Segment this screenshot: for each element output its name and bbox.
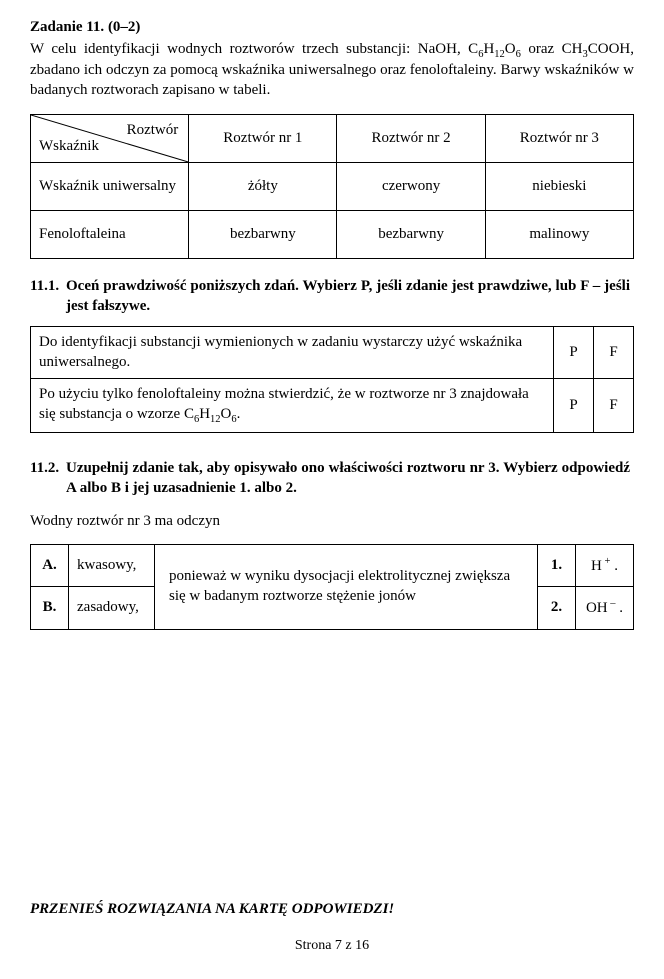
choice-p[interactable]: P [554,327,594,379]
row-label: Fenoloftaleina [31,211,189,259]
question-text: Uzupełnij zdanie tak, aby opisywało ono … [66,459,630,498]
diag-bottom-label: Wskaźnik [39,137,99,157]
col-header: Roztwór nr 2 [337,115,485,163]
choice-f[interactable]: F [594,379,634,433]
table-cell: bezbarwny [189,211,337,259]
choice-2-label[interactable]: 2. [538,587,576,630]
spacer [30,630,634,900]
question-number: 11.1. [30,277,66,297]
table-cell: niebieski [485,163,633,211]
choice-1-label[interactable]: 1. [538,544,576,587]
table-cell: żółty [189,163,337,211]
table-cell: malinowy [485,211,633,259]
row-label: Wskaźnik uniwersalny [31,163,189,211]
ion-2: OH – . [576,587,634,630]
choice-p[interactable]: P [554,379,594,433]
question-text: Oceń prawdziwość poniższych zdań. Wybier… [66,277,630,316]
choice-a-text: kwasowy, [69,544,155,587]
question-11-1-title: 11.1.Oceń prawdziwość poniższych zdań. W… [30,277,634,316]
reason-text: ponieważ w wyniku dysocjacji elektrolity… [155,544,538,629]
question-11-2-title: 11.2.Uzupełnij zdanie tak, aby opisywało… [30,459,634,498]
true-false-table: Do identyfikacji substancji wymienionych… [30,326,634,433]
choice-a-label[interactable]: A. [31,544,69,587]
statement-cell: Po użyciu tylko fenoloftaleiny można stw… [31,379,554,433]
page-number: Strona 7 z 16 [30,937,634,955]
task-label: Zadanie 11. [30,19,104,35]
col-header: Roztwór nr 3 [485,115,633,163]
task-points: (0–2) [108,19,141,35]
task-intro: W celu identyfikacji wodnych roztworów t… [30,40,634,101]
indicator-table: Roztwór Wskaźnik Roztwór nr 1 Roztwór nr… [30,114,634,259]
ion-1: H + . [576,544,634,587]
question-number: 11.2. [30,459,66,479]
statement-cell: Do identyfikacji substancji wymienionych… [31,327,554,379]
lead-sentence: Wodny roztwór nr 3 ma odczyn [30,512,634,532]
diagonal-header-cell: Roztwór Wskaźnik [31,115,189,163]
col-header: Roztwór nr 1 [189,115,337,163]
answer-table: A. kwasowy, ponieważ w wyniku dysocjacji… [30,544,634,630]
table-cell: czerwony [337,163,485,211]
choice-b-text: zasadowy, [69,587,155,630]
diag-top-label: Roztwór [127,121,179,141]
table-cell: bezbarwny [337,211,485,259]
choice-f[interactable]: F [594,327,634,379]
choice-b-label[interactable]: B. [31,587,69,630]
task-header: Zadanie 11. (0–2) [30,18,634,38]
footer-instruction: PRZENIEŚ ROZWIĄZANIA NA KARTĘ ODPOWIEDZI… [30,900,634,920]
